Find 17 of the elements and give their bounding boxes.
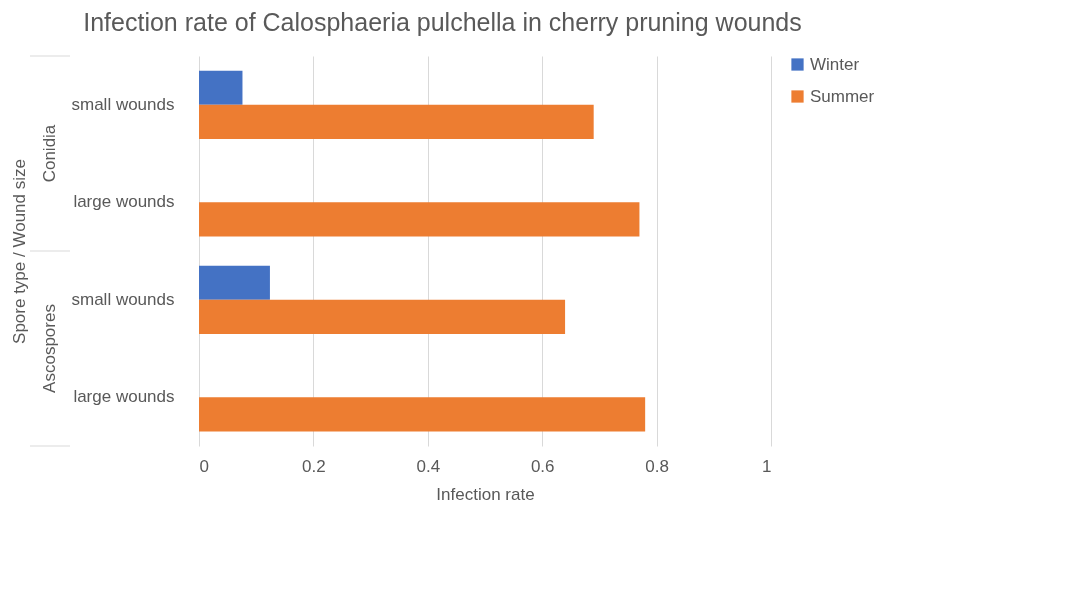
x-axis-title: Infection rate <box>436 484 535 504</box>
x-tick-label: 0.4 <box>416 456 441 476</box>
y-axis-title: Spore type / Wound size <box>9 159 29 344</box>
y-tick-label: large wounds <box>73 387 175 407</box>
chart-title: Infection rate of Calosphaeria pulchella in cherry pruning wounds <box>83 7 802 36</box>
y-tick-label: small wounds <box>71 94 175 114</box>
y-tick-label: small wounds <box>71 289 175 309</box>
x-tick-label: 0 <box>199 456 209 476</box>
legend-label: Winter <box>810 54 860 74</box>
x-tick-label: 0.6 <box>530 456 555 476</box>
legend-label: Summer <box>810 86 875 106</box>
x-tick-label: 0.8 <box>645 456 669 476</box>
text: Conidia <box>40 124 59 183</box>
text: Ascospores <box>40 304 59 393</box>
y-tick-label: large wounds <box>73 192 175 212</box>
x-tick-label: 1 <box>762 456 772 476</box>
x-tick-label: 0.2 <box>302 456 326 476</box>
